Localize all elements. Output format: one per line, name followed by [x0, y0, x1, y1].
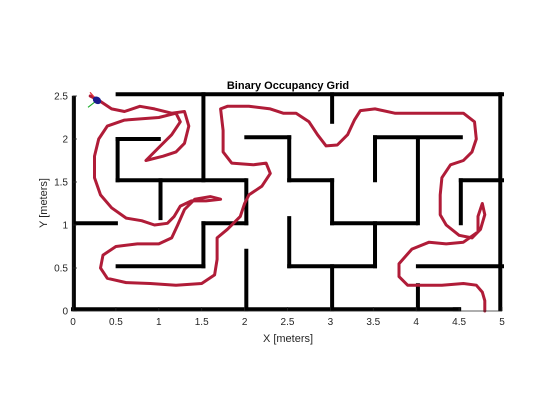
axes-layer: 0 0.5 1 1.5 2 2.5 3 3.5 4 4.5 5 0 0.5 1 1.5 2 2.5 — [54, 92, 505, 329]
y-tick-label: 2.5 — [54, 92, 68, 103]
x-axis-label: X [meters] — [263, 333, 313, 345]
path-layer — [88, 94, 487, 313]
x-tick-label: 3.5 — [366, 317, 380, 328]
x-tick-label: 4 — [413, 317, 419, 328]
y-tick-label: 2 — [62, 135, 68, 146]
robot-path-line — [88, 94, 487, 313]
x-tick-label: 1.5 — [195, 317, 209, 328]
walls-layer — [71, 92, 504, 312]
x-tick-label: 0 — [70, 317, 76, 328]
y-tick-label: 0.5 — [54, 264, 68, 275]
x-tick-label: 3 — [328, 317, 334, 328]
x-tick-label: 2 — [242, 317, 248, 328]
x-tick-label: 2.5 — [281, 317, 295, 328]
y-tick-label: 0 — [62, 307, 68, 318]
chart-title: Binary Occupancy Grid — [227, 80, 349, 92]
robot-marker — [92, 96, 102, 105]
x-tick-label: 4.5 — [452, 317, 466, 328]
robot-layer — [87, 91, 102, 108]
plot-background — [73, 96, 502, 311]
x-tick-label: 0.5 — [109, 317, 123, 328]
y-tick-label: 1 — [62, 221, 68, 232]
y-axis-label: Y [meters] — [38, 178, 50, 228]
y-tick-label: 1.5 — [54, 178, 68, 189]
x-tick-label: 5 — [499, 317, 505, 328]
x-tick-label: 1 — [156, 317, 162, 328]
